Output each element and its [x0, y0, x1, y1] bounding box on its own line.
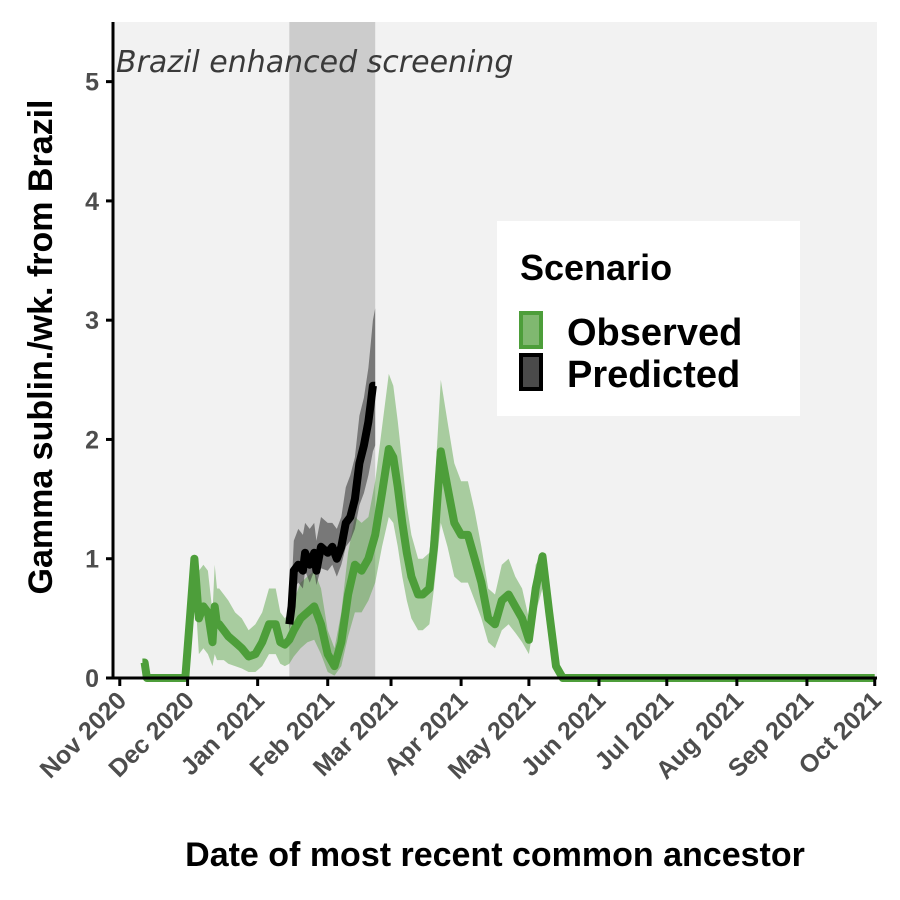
legend-title: Scenario: [520, 247, 672, 288]
y-tick-label: 4: [85, 188, 99, 216]
band-observed: [142, 373, 875, 678]
y-tick-label: 3: [85, 307, 99, 335]
legend: Scenario Observed Predicted: [497, 221, 800, 416]
legend-key-observed: [519, 311, 543, 349]
line-predicted: [285, 381, 377, 625]
y-axis-ticks: 0 1 2 3 4 5: [85, 69, 113, 693]
legend-label-predicted: Predicted: [567, 354, 740, 396]
y-tick-label: 5: [85, 69, 99, 97]
legend-label-observed: Observed: [567, 312, 742, 354]
y-tick-label: 2: [85, 426, 99, 454]
y-tick-label: 0: [85, 665, 99, 693]
screening-annotation: Brazil enhanced screening: [116, 45, 513, 80]
legend-background: [497, 221, 800, 416]
legend-key-predicted: [519, 353, 543, 391]
y-tick-label: 1: [85, 546, 99, 574]
band-predicted: [289, 308, 376, 631]
x-axis-title: Date of most recent common ancestor: [185, 836, 805, 874]
y-axis-title: Gamma sublin./wk. from Brazil: [22, 99, 60, 594]
confidence-bands: [142, 308, 875, 678]
